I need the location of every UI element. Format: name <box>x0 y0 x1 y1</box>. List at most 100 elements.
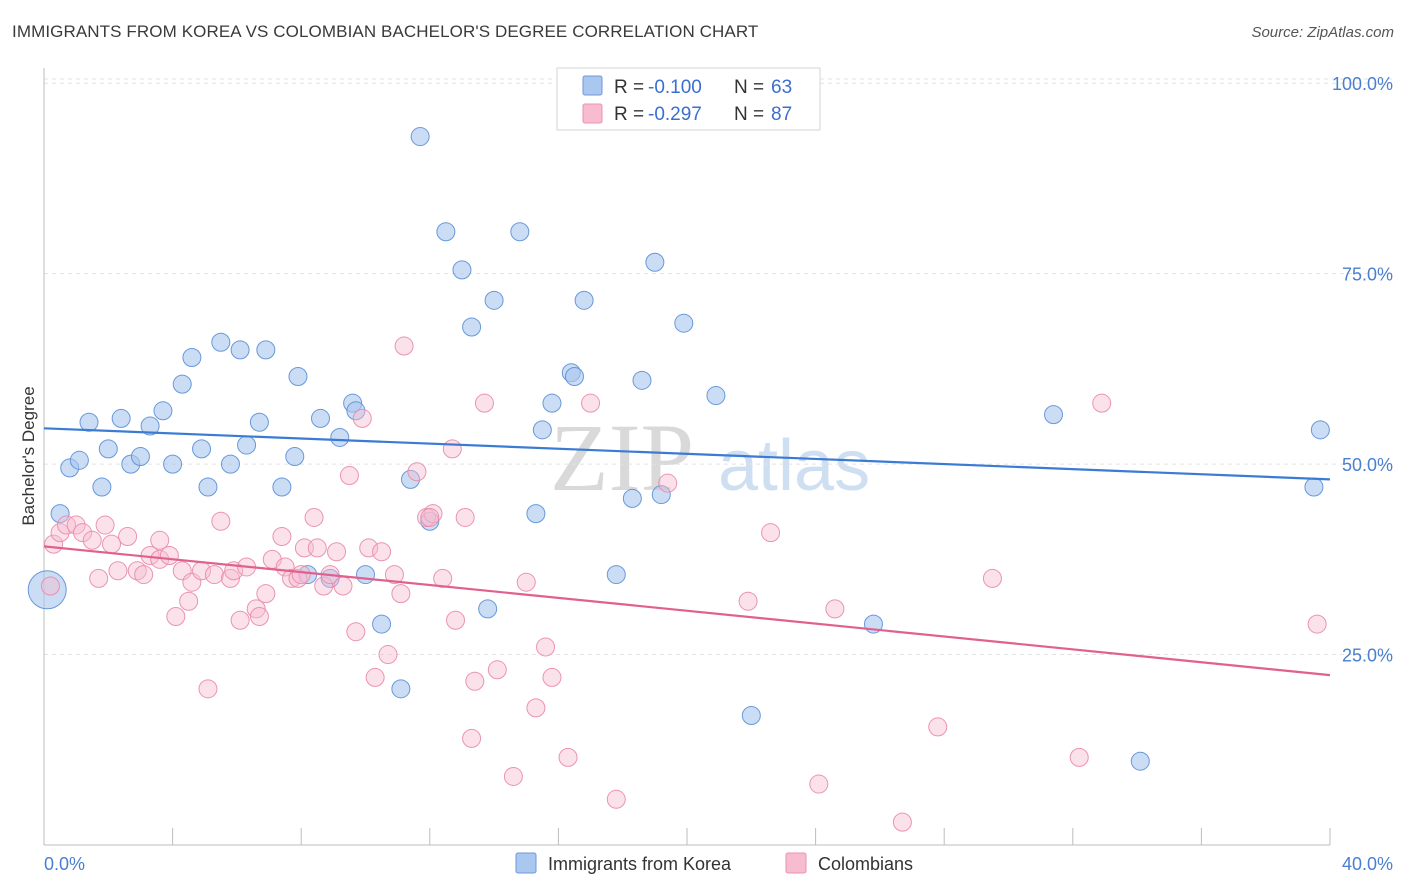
colombians-point <box>314 576 334 596</box>
korea-point <box>532 420 552 440</box>
colombians-point <box>66 515 86 535</box>
scatter-points <box>27 127 1330 832</box>
korea-point <box>237 435 257 455</box>
korea-point <box>272 477 292 497</box>
korea-point <box>330 427 350 447</box>
korea-point <box>256 340 276 360</box>
colombians-point <box>327 542 347 562</box>
korea-point <box>632 370 652 390</box>
y-axis-label: Bachelor's Degree <box>19 386 38 525</box>
colombians-point <box>558 747 578 767</box>
colombians-point <box>1092 393 1112 413</box>
colombians-point <box>391 584 411 604</box>
colombians-point <box>204 565 224 585</box>
colombians-point <box>307 538 327 558</box>
korea-point <box>220 454 240 474</box>
korea-point <box>510 222 530 242</box>
korea-point <box>706 386 726 406</box>
korea-point <box>478 599 498 619</box>
legend-r-value-colombians: -0.297 <box>648 104 702 125</box>
colombians-point <box>282 568 302 588</box>
colombians-point <box>89 568 109 588</box>
colombians-point <box>487 660 507 680</box>
korea-point <box>542 393 562 413</box>
korea-point <box>356 565 375 585</box>
series-legend-label-colombians: Colombians <box>818 854 913 874</box>
colombians-point <box>40 576 60 596</box>
colombians-point <box>809 774 829 794</box>
y-tick-label: 50.0% <box>1342 455 1393 475</box>
colombians-point <box>333 576 353 596</box>
colombians-point <box>230 610 250 630</box>
korea-point <box>140 416 160 436</box>
colombians-point <box>95 515 115 535</box>
colombians-point <box>220 568 240 588</box>
colombians-point <box>346 622 366 642</box>
colombians-point <box>658 473 678 493</box>
colombians-point <box>581 393 601 413</box>
series-legend-swatch-korea <box>515 852 537 874</box>
colombians-point <box>82 530 102 550</box>
colombians-point <box>372 542 392 562</box>
legend-swatch-korea <box>582 75 603 96</box>
colombians-point <box>288 568 308 588</box>
colombians-point <box>159 546 179 566</box>
colombians-point <box>423 504 443 524</box>
colombians-point <box>198 679 218 699</box>
legend-n-label-korea: N = <box>734 77 764 98</box>
korea-point <box>50 504 70 524</box>
colombians-point <box>108 561 128 581</box>
y-tick-label: 25.0% <box>1342 646 1393 666</box>
colombians-point <box>761 523 781 543</box>
korea-point <box>98 439 118 459</box>
korea-point <box>182 347 202 367</box>
korea-point <box>285 447 305 466</box>
colombians-point <box>536 637 556 657</box>
colombians-point <box>304 507 324 527</box>
korea-point <box>462 317 482 337</box>
colombians-point <box>394 336 414 356</box>
colombians-point <box>249 606 269 626</box>
colombians-point <box>825 599 845 619</box>
colombians-point <box>503 766 523 786</box>
korea-point <box>79 412 99 432</box>
colombians-trend-line <box>43 545 1331 677</box>
watermark-zip: ZIP <box>550 404 694 511</box>
series-legend-label-korea: Immigrants from Korea <box>548 854 732 874</box>
colombians-point <box>384 565 404 585</box>
colombians-point <box>352 408 372 428</box>
korea-point <box>526 504 546 524</box>
colombians-point <box>606 789 626 809</box>
legend-n-value-colombians: 87 <box>771 104 792 125</box>
korea-point <box>674 313 694 333</box>
korea-point <box>69 450 89 470</box>
colombians-point <box>102 534 122 554</box>
colombians-point <box>516 572 536 592</box>
x-axis-ticks <box>43 828 1331 845</box>
legend-r-value-korea: -0.100 <box>648 77 702 98</box>
korea-point <box>153 401 173 421</box>
korea-point <box>436 222 456 242</box>
colombians-point <box>73 523 93 543</box>
colombians-point <box>474 393 494 413</box>
colombians-point <box>378 645 398 665</box>
korea-point <box>645 252 665 272</box>
korea-point <box>372 614 392 634</box>
korea-trend-line <box>43 427 1331 481</box>
colombians-point <box>246 599 266 619</box>
korea-point <box>651 485 671 505</box>
y-tick-label: 75.0% <box>1342 265 1393 285</box>
colombians-point <box>272 526 292 546</box>
y-tick-label: 100.0% <box>1332 74 1393 94</box>
chart-title: IMMIGRANTS FROM KOREA VS COLOMBIAN BACHE… <box>12 22 759 41</box>
colombians-point <box>1307 614 1327 634</box>
watermark-atlas: atlas <box>718 426 870 506</box>
colombians-point <box>442 439 462 459</box>
korea-point <box>484 290 504 310</box>
colombians-point <box>166 606 186 626</box>
colombians-point <box>892 812 912 832</box>
colombians-point <box>526 698 546 718</box>
korea-point <box>130 447 150 466</box>
colombians-point <box>211 511 231 531</box>
